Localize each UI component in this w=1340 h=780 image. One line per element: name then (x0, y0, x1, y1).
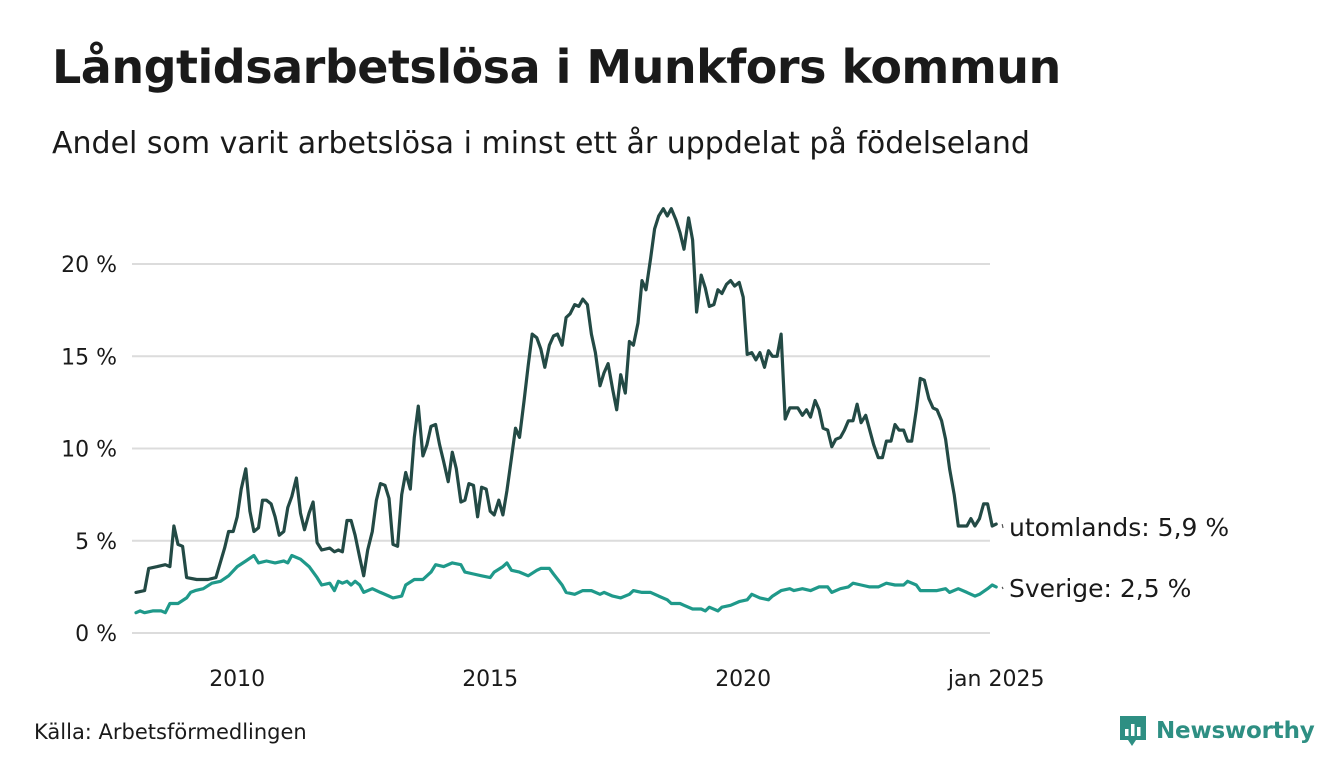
series-line-sverige (134, 553, 998, 615)
y-tick-label-20: 20 % (61, 253, 117, 278)
x-tick-label-2025: jan 2025 (947, 667, 1045, 692)
y-tick-label-10: 10 % (61, 438, 117, 463)
y-tick-label-15: 15 % (61, 345, 117, 370)
x-tick-label-2020: 2020 (715, 667, 771, 692)
chart-title: Långtidsarbetslösa i Munkfors kommun (52, 40, 1061, 94)
x-axis-ticks: 2010 2015 2020 jan 2025 (209, 667, 1044, 692)
y-axis-ticks: 0 % 5 % 10 % 15 % 20 % (61, 253, 117, 647)
source-note: Källa: Arbetsförmedlingen (34, 720, 307, 744)
series-end-labels: utomlands: 5,9 % Sverige: 2,5 % (1001, 513, 1229, 603)
series-end-label-sverige: Sverige: 2,5 % (1009, 574, 1191, 603)
series-layer (134, 207, 998, 615)
series-line-utomlands (134, 207, 998, 594)
x-tick-label-2015: 2015 (462, 667, 518, 692)
brand-name: Newsworthy (1156, 718, 1315, 744)
x-tick-label-2010: 2010 (209, 667, 265, 692)
chart-subtitle: Andel som varit arbetslösa i minst ett å… (52, 126, 1030, 161)
series-end-connector-utomlands (1001, 524, 1004, 529)
series-end-connector-sverige (1001, 586, 1004, 590)
grid-layer (132, 263, 990, 634)
y-tick-label-0: 0 % (75, 622, 117, 647)
series-end-label-utomlands: utomlands: 5,9 % (1009, 513, 1229, 542)
brand-logo[interactable]: Newsworthy (1118, 714, 1315, 748)
newsworthy-logo-icon (1120, 716, 1146, 746)
y-tick-label-5: 5 % (75, 530, 117, 555)
